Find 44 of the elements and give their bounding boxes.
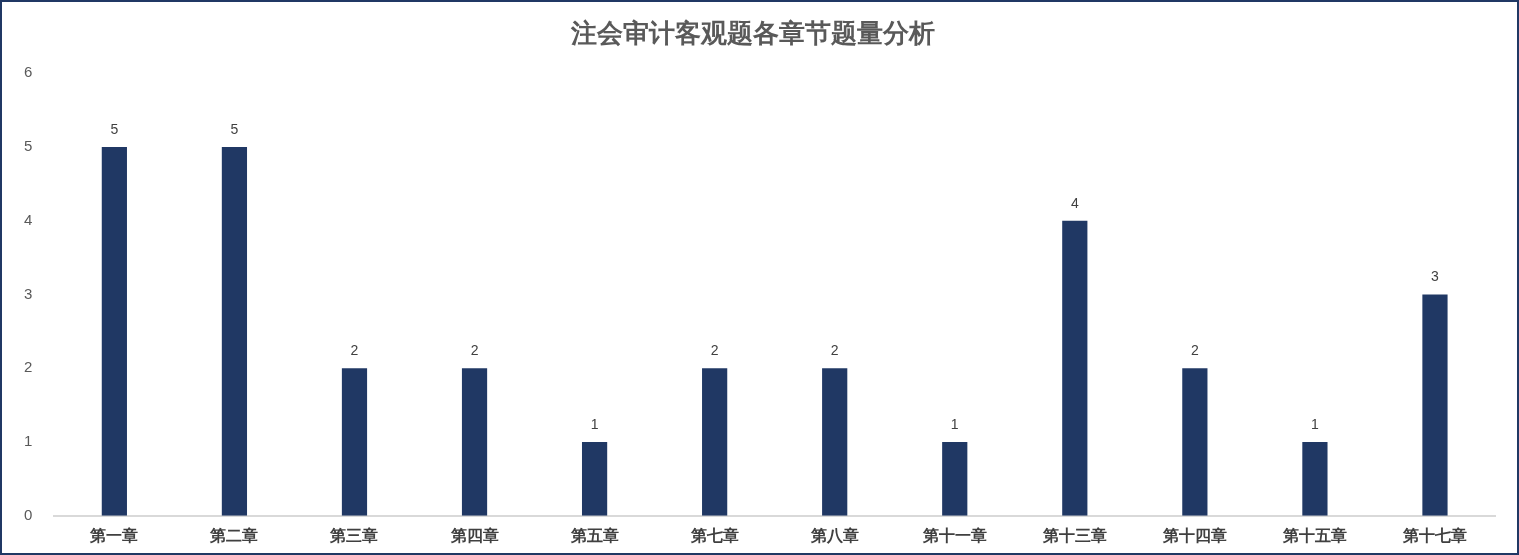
y-tick-label: 4 [24,210,33,228]
bar [1062,220,1088,516]
data-label: 1 [950,415,959,432]
y-tick-label: 5 [24,137,33,155]
bar [822,368,848,516]
bar [702,368,728,516]
y-tick-label: 1 [24,432,33,450]
data-label: 2 [830,342,839,359]
data-label: 1 [1311,415,1320,432]
x-tick-label: 第四章 [449,525,499,545]
x-tick-label: 第二章 [209,525,259,545]
data-label: 5 [230,120,239,137]
data-label: 2 [350,342,359,359]
bar [221,146,248,516]
bar [942,442,968,516]
bar [461,368,488,516]
data-label: 4 [1070,194,1079,211]
x-tick-label: 第三章 [329,525,379,545]
x-tick-label: 第八章 [809,525,859,545]
x-tick-label: 第十一章 [921,525,987,545]
data-label: 3 [1431,268,1440,285]
x-tick-label: 第十五章 [1281,525,1347,545]
x-tick-label: 第一章 [89,525,139,545]
y-tick-label: 2 [24,358,33,376]
data-label: 5 [110,120,119,137]
x-tick-label: 第十三章 [1041,525,1107,545]
bar [101,146,127,516]
bar [341,368,368,516]
y-tick-label: 6 [24,63,33,81]
bar [581,442,608,516]
x-tick-label: 第七章 [689,525,739,545]
data-label: 2 [470,342,479,359]
y-tick-label: 3 [24,284,33,302]
bar [1182,368,1208,516]
chart-title: 注会审计客观题各章节题量分析 [569,18,935,49]
y-tick-label: 0 [24,505,33,523]
bar [1422,294,1448,516]
data-label: 1 [590,415,599,432]
x-tick-label: 第十四章 [1161,525,1227,545]
x-tick-label: 第十七章 [1401,525,1467,545]
data-label: 2 [710,342,719,359]
data-label: 2 [1190,342,1199,359]
x-tick-label: 第五章 [569,525,619,545]
bar [1302,442,1328,516]
